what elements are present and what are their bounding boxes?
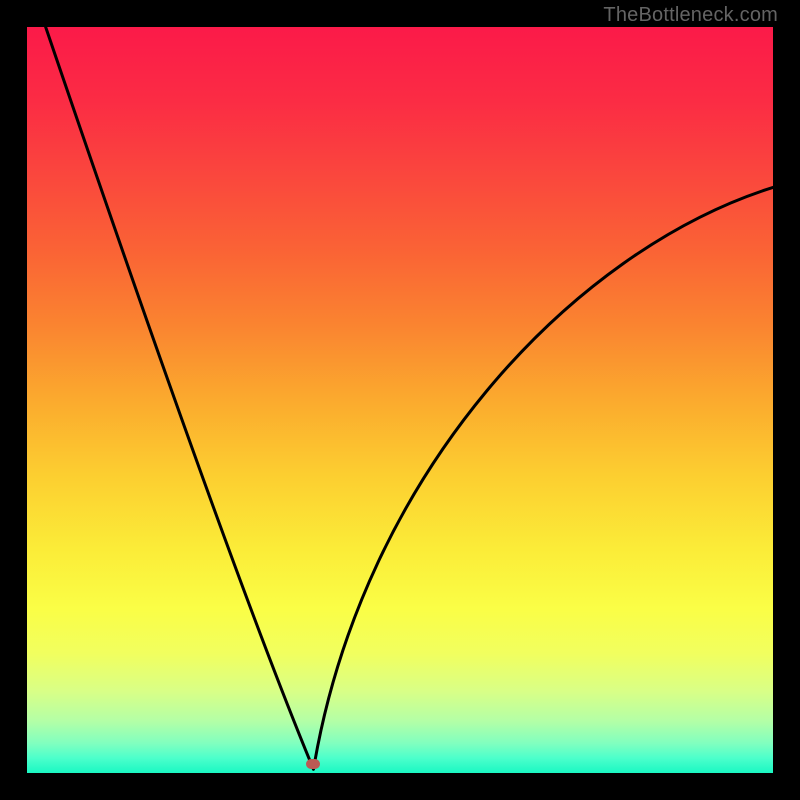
plot-area xyxy=(27,27,773,773)
watermark-text: TheBottleneck.com xyxy=(603,4,778,27)
minimum-marker xyxy=(306,759,320,769)
bottleneck-curve xyxy=(27,27,773,773)
